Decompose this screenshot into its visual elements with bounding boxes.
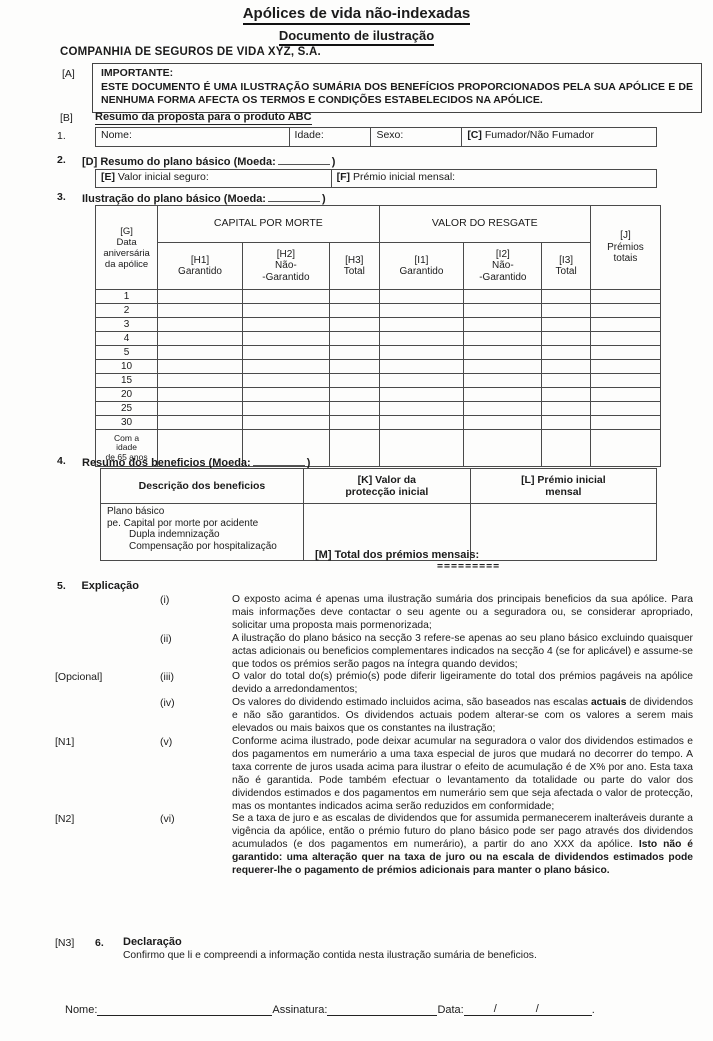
date-slash: / xyxy=(535,1003,539,1015)
date-label: Data: xyxy=(437,1004,464,1016)
year-cell: 25 xyxy=(94,401,159,416)
initial-insured-value-field: [E] Valor inicial seguro: xyxy=(95,169,332,188)
death-capital-group-header: CAPITAL POR MORTE xyxy=(157,205,380,243)
name-fill-line xyxy=(97,1002,273,1016)
currency-blank xyxy=(277,153,330,165)
explanation-item: (iv) Os valores do dividendo estimado in… xyxy=(160,697,693,735)
year-cell: 1 xyxy=(94,289,159,304)
explanation-item: [N2] (vi) Se a taxa de juro e as escalas… xyxy=(55,813,693,877)
i2-non-guaranteed-header: [I2] Não- -Garantido xyxy=(463,242,543,290)
year-cell: 4 xyxy=(94,331,159,346)
table-row: 25 xyxy=(94,401,662,416)
title-block: Apólices de vida não-indexadas Documento… xyxy=(0,5,713,46)
benefits-heading: Resumo dos beneficios (Moeda:) xyxy=(82,454,310,469)
document-title: Apólices de vida não-indexadas xyxy=(242,5,471,25)
year-cell: 3 xyxy=(94,317,159,332)
explanation-heading-row: 5. Explicação xyxy=(0,576,713,594)
year-cell: Com a idade de 65 anos xyxy=(94,429,159,467)
explanation-item: [N1] (v) Conforme acima ilustrado, pode … xyxy=(55,735,693,812)
year-cell: 30 xyxy=(94,415,159,430)
section-4-number: 4. xyxy=(57,455,66,467)
important-notice-box: IMPORTANTE: ESTE DOCUMENTO É UMA ILUSTRA… xyxy=(92,63,702,113)
section-5-number: 5. xyxy=(57,580,66,592)
company-name: COMPANHIA DE SEGUROS DE VIDA XYZ, S.A. xyxy=(60,46,321,58)
benefits-description-header: Descrição dos beneficios xyxy=(100,468,304,504)
surrender-value-group-header: VALOR DO RESGATE xyxy=(378,205,591,243)
explanation-heading: Explicação xyxy=(81,580,139,592)
year-cell: 5 xyxy=(94,345,159,360)
plan-summary-heading: [D] Resumo do plano básico (Moeda:) xyxy=(82,153,335,168)
date-slash: / xyxy=(493,1003,497,1015)
explanation-item: (i) O exposto acima é apenas uma ilustra… xyxy=(160,594,693,631)
table-row: 10 xyxy=(94,359,662,374)
initial-protection-value-header: [K] Valor da protecção inicial xyxy=(302,468,471,504)
declaration-text: Confirmo que li e compreendi a informaçã… xyxy=(123,950,537,961)
total-premiums-column-header: [J] Prémios totais xyxy=(589,205,662,290)
section-b-label: [B] xyxy=(60,112,73,124)
sex-field: Sexo: xyxy=(370,127,463,147)
benefits-description-cell: Plano básico pe. Capital por morte por a… xyxy=(100,503,304,561)
explanation-item: [Opcional] (iii) O valor do total do(s) … xyxy=(55,671,693,696)
table-row: 20 xyxy=(94,387,662,402)
protection-value-cell xyxy=(302,503,471,561)
explanation-section: 5. Explicação (i) O exposto acima é apen… xyxy=(0,576,713,878)
table-row: 3 xyxy=(94,317,662,332)
table-row: 5 xyxy=(94,345,662,360)
h2-non-guaranteed-header: [H2] Não- -Garantido xyxy=(241,242,330,290)
signature-fill-line xyxy=(327,1002,438,1016)
total-rule: ========= xyxy=(437,561,501,572)
section-2-number: 2. xyxy=(57,154,66,166)
important-notice-heading: IMPORTANTE: xyxy=(101,67,174,79)
proposal-row: Nome: Idade: Sexo: [C] Fumador/Não Fumad… xyxy=(95,127,657,147)
notice-a-label: [A] xyxy=(62,68,75,80)
proposal-table: Nome: Idade: Sexo: [C] Fumador/Não Fumad… xyxy=(95,127,657,147)
h1-guaranteed-header: [H1] Garantido xyxy=(157,242,243,290)
proposal-heading: Resumo da proposta para o produto ABC xyxy=(95,111,312,125)
illustration-table: [G] Data aniversária da apólice CAPITAL … xyxy=(94,205,662,467)
name-label: Nome: xyxy=(65,1004,98,1016)
plan-summary-row: [E] Valor inicial seguro: [F] Prémio ini… xyxy=(95,169,658,188)
year-cell: 2 xyxy=(94,303,159,318)
currency-blank xyxy=(267,190,320,202)
footer-period: . xyxy=(591,1004,595,1016)
h3-total-header: [H3] Total xyxy=(328,242,380,290)
name-field: Nome: xyxy=(95,127,290,147)
section-n3-label: [N3] xyxy=(55,937,75,949)
monthly-premium-cell xyxy=(469,503,658,561)
document-subtitle: Documento de ilustração xyxy=(278,28,435,46)
explanation-item: (ii) A ilustração do plano básico na sec… xyxy=(160,632,693,670)
section-1-number: 1. xyxy=(57,130,66,142)
table-row: 15 xyxy=(94,373,662,388)
table-row: 2 xyxy=(94,303,662,318)
table-row: Com a idade de 65 anos xyxy=(94,429,662,467)
total-monthly-premiums-label: [M] Total dos prémios mensais: xyxy=(315,549,480,561)
table-row: 4 xyxy=(94,331,662,346)
smoker-field: [C] Fumador/Não Fumador xyxy=(461,127,657,147)
table-row: 30 xyxy=(94,415,662,430)
year-cell: 10 xyxy=(94,359,159,374)
age-field: Idade: xyxy=(288,127,372,147)
section-3-number: 3. xyxy=(57,191,66,203)
initial-monthly-premium-header: [L] Prémio inicial mensal xyxy=(469,468,658,504)
signature-label: Assinatura: xyxy=(272,1004,328,1016)
table-row: 1 xyxy=(94,289,662,304)
currency-blank xyxy=(252,454,305,466)
plan-summary-table: [E] Valor inicial seguro: [F] Prémio ini… xyxy=(95,169,658,188)
i3-total-header: [I3] Total xyxy=(541,242,591,290)
i1-guaranteed-header: [I1] Garantido xyxy=(378,242,465,290)
section-6-number: 6. xyxy=(95,937,104,949)
illustration-heading: Ilustração do plano básico (Moeda:) xyxy=(82,190,326,205)
date-fill-line: / / xyxy=(463,1002,592,1016)
declaration-heading: Declaração xyxy=(123,936,182,948)
year-cell: 20 xyxy=(94,387,159,402)
policy-anniversary-column-header: [G] Data aniversária da apólice xyxy=(94,205,159,290)
benefits-table: Descrição dos beneficios [K] Valor da pr… xyxy=(100,468,658,561)
year-cell: 15 xyxy=(94,373,159,388)
initial-monthly-premium-field: [F] Prémio inicial mensal: xyxy=(330,169,658,188)
signature-row: Nome: Assinatura: Data: / / . xyxy=(65,1002,690,1016)
important-notice-body: ESTE DOCUMENTO É UMA ILUSTRAÇÃO SUMÁRIA … xyxy=(101,80,693,107)
